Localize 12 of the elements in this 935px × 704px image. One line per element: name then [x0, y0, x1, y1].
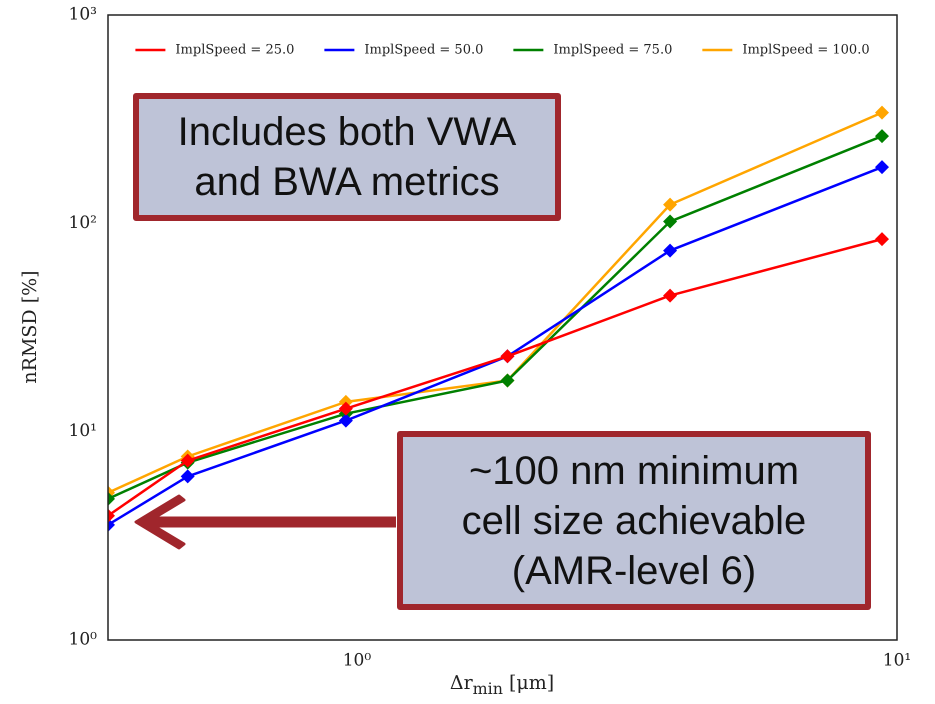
text-box: ~100 nm minimum cell size achievable (AMR-level 6) [397, 431, 871, 610]
y-axis-title: nRMSD [%] [19, 270, 41, 384]
text-box: Includes both VWA and BWA metrics [133, 93, 561, 221]
y-tick-label: 10³ [68, 4, 97, 24]
legend-label: ImplSpeed = 100.0 [742, 42, 870, 58]
legend-label: ImplSpeed = 50.0 [364, 42, 484, 58]
legend-label: ImplSpeed = 25.0 [175, 42, 294, 58]
y-tick-label: 10⁰ [68, 629, 98, 650]
x-axis-title: Δr$_{min}$ [μm] [450, 672, 554, 698]
y-tick-label: 10¹ [68, 421, 97, 442]
y-tick-label: 10² [68, 212, 97, 233]
legend-label: ImplSpeed = 75.0 [553, 42, 672, 58]
